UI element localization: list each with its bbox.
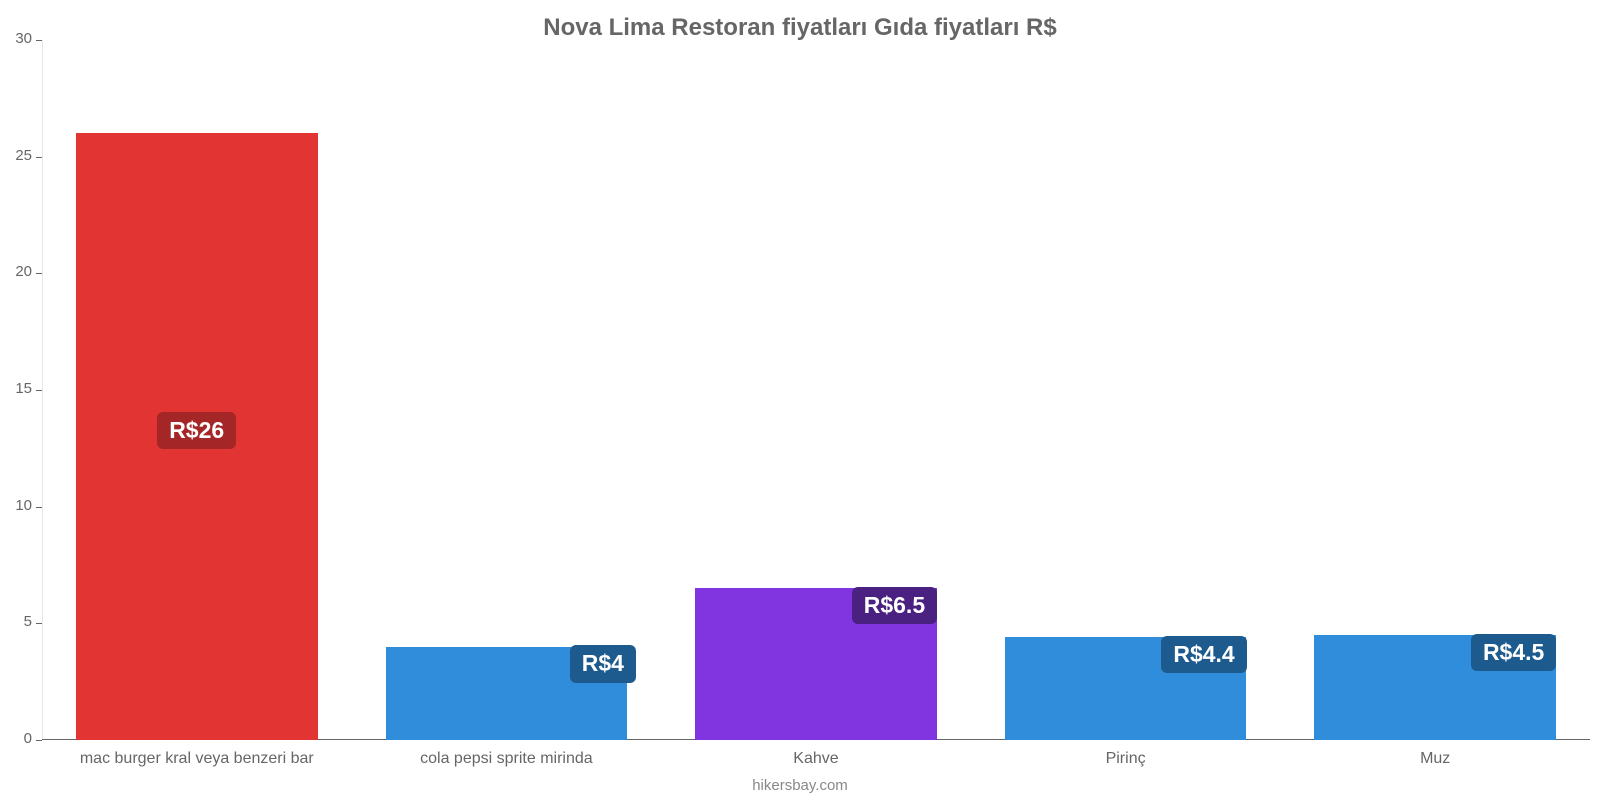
chart-title: Nova Lima Restoran fiyatları Gıda fiyatl… xyxy=(0,14,1600,42)
y-tick-label: 20 xyxy=(0,263,32,280)
plot-area: 051015202530R$26mac burger kral veya ben… xyxy=(42,40,1590,740)
y-tick-label: 25 xyxy=(0,147,32,164)
bar-value-badge: R$4.4 xyxy=(1161,636,1246,673)
x-category-label: Muz xyxy=(1280,750,1590,768)
y-tick-mark xyxy=(36,273,42,274)
bar-value-badge: R$4.5 xyxy=(1471,634,1556,671)
chart-footer: hikersbay.com xyxy=(0,777,1600,794)
y-tick-label: 10 xyxy=(0,497,32,514)
y-tick-mark xyxy=(36,157,42,158)
y-tick-mark xyxy=(36,740,42,741)
y-tick-label: 30 xyxy=(0,30,32,47)
y-tick-label: 15 xyxy=(0,380,32,397)
x-category-label: cola pepsi sprite mirinda xyxy=(352,750,662,768)
x-category-label: Pirinç xyxy=(971,750,1281,768)
y-tick-mark xyxy=(36,390,42,391)
y-tick-label: 0 xyxy=(0,730,32,747)
price-bar-chart: Nova Lima Restoran fiyatları Gıda fiyatl… xyxy=(0,0,1600,800)
bar-value-badge: R$6.5 xyxy=(852,587,937,624)
bar-value-badge: R$26 xyxy=(157,412,236,449)
y-tick-mark xyxy=(36,40,42,41)
x-category-label: Kahve xyxy=(661,750,971,768)
x-category-label: mac burger kral veya benzeri bar xyxy=(42,750,352,768)
y-tick-mark xyxy=(36,623,42,624)
y-axis-line xyxy=(42,40,43,740)
y-tick-label: 5 xyxy=(0,613,32,630)
y-tick-mark xyxy=(36,507,42,508)
bar-value-badge: R$4 xyxy=(570,645,636,682)
